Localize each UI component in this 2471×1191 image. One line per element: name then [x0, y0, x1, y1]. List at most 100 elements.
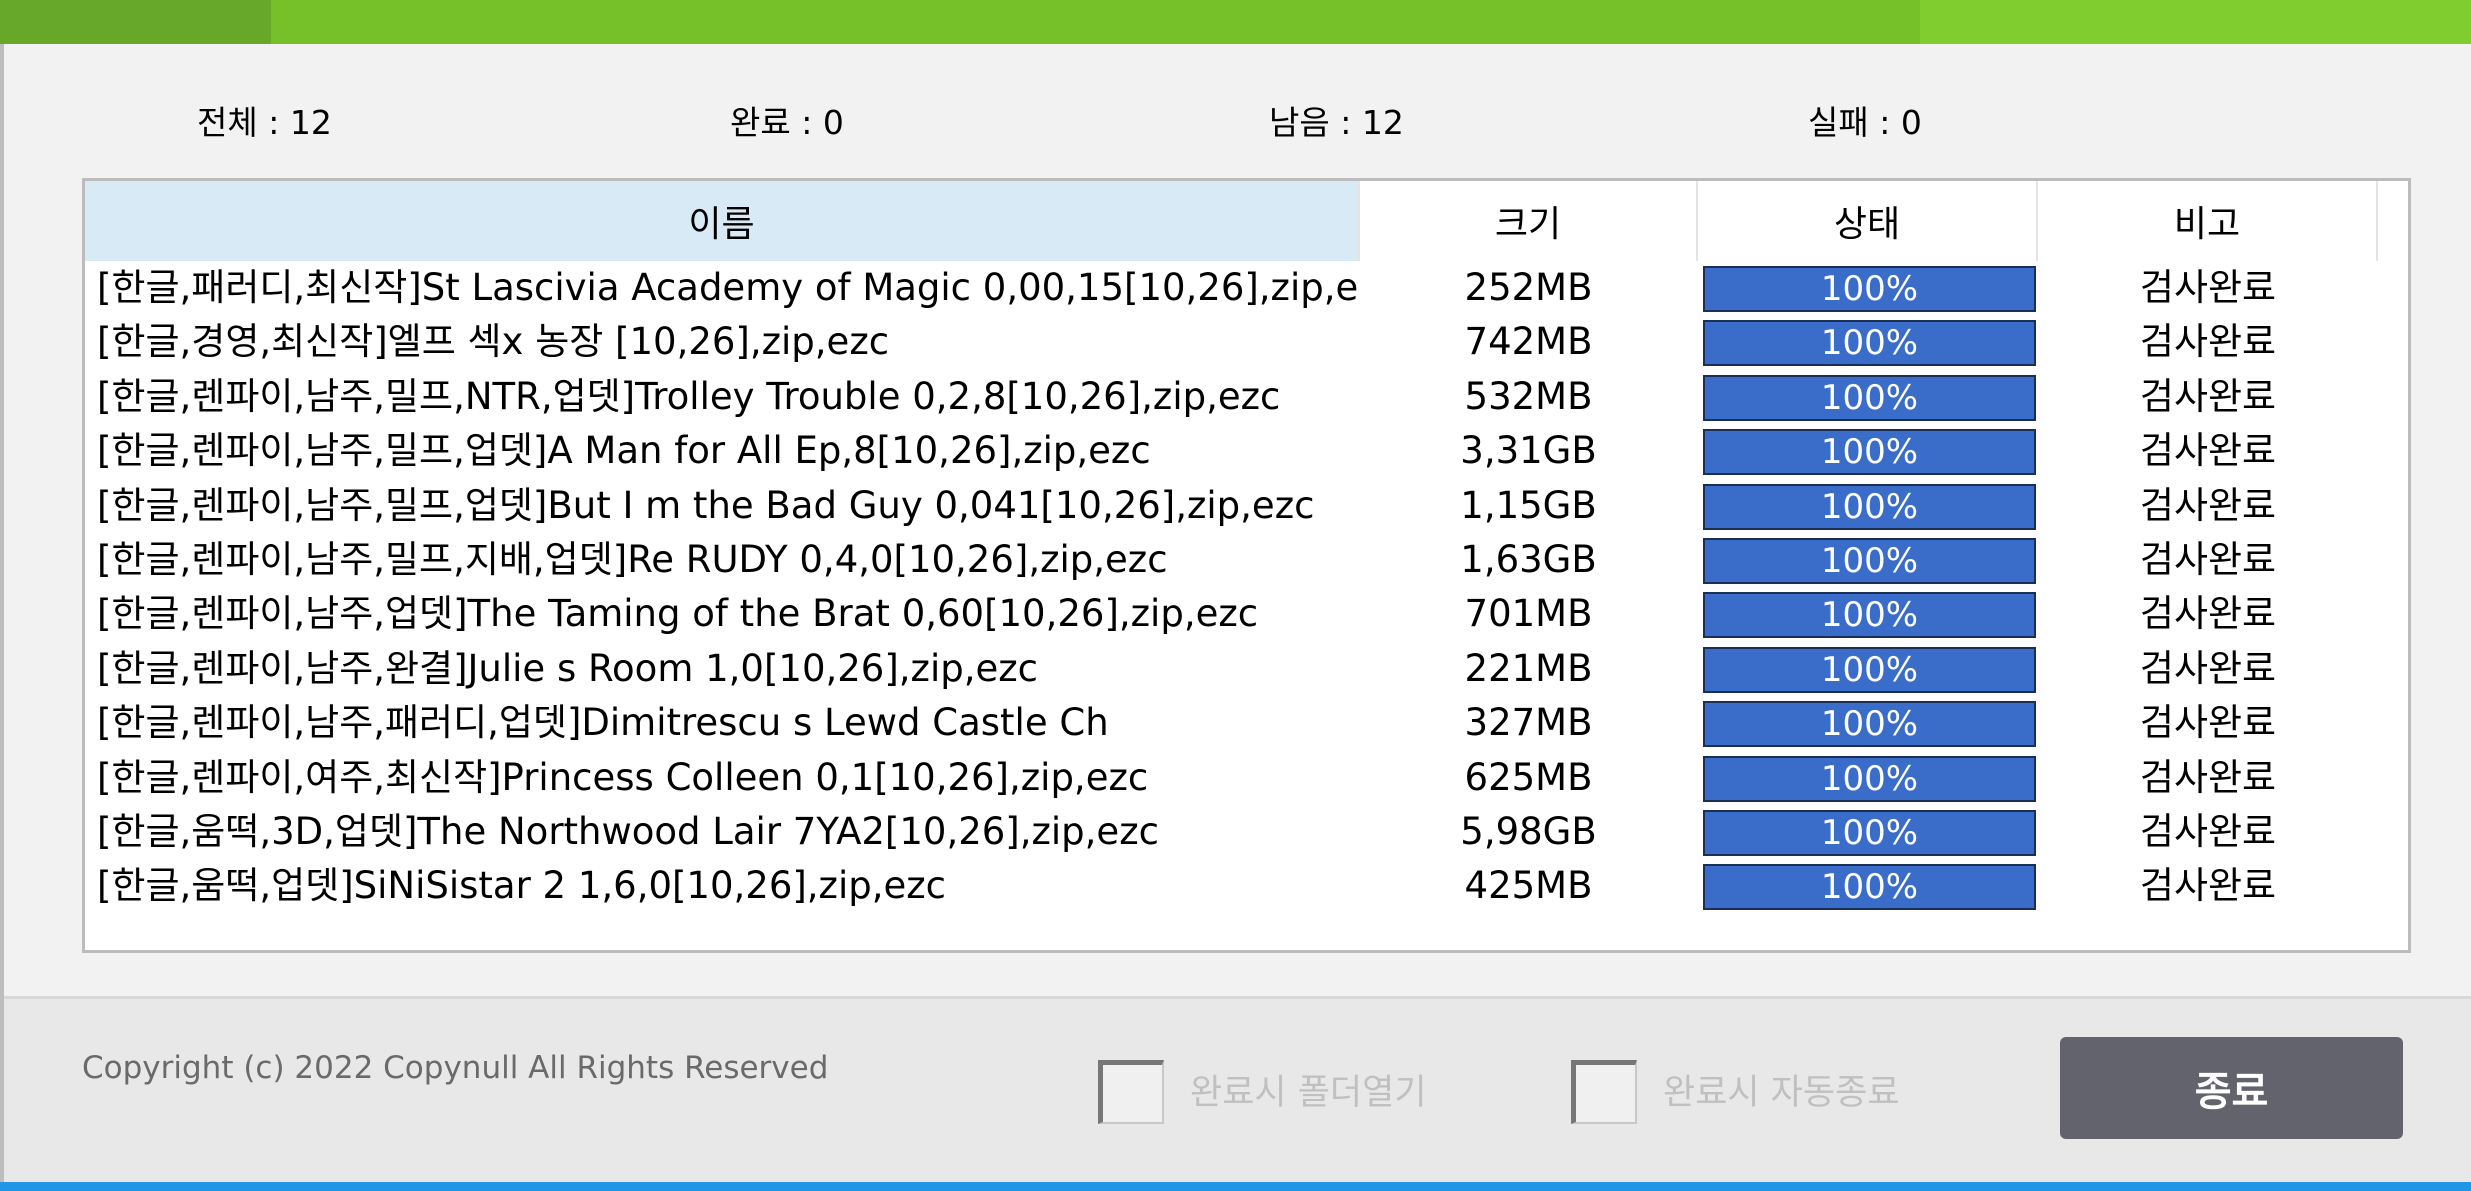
- table-row[interactable]: [한글,패러디,최신작]St Lascivia Academy of Magic…: [85, 261, 2408, 315]
- progress-fill: [1705, 485, 2034, 528]
- progress-bar: 100%: [1703, 755, 2036, 802]
- auto-exit-checkbox[interactable]: [1571, 1060, 1637, 1124]
- progress-bar: 100%: [1703, 374, 2036, 421]
- table-row[interactable]: [한글,움떡,업뎃]SiNiSistar 2 1,6,0[10,26],zip,…: [85, 859, 2408, 913]
- progress-label: 100%: [1820, 377, 1919, 418]
- file-note: 검사완료: [2139, 810, 2277, 853]
- progress-label: 100%: [1820, 867, 1919, 908]
- file-name: [한글,패러디,최신작]St Lascivia Academy of Magic…: [97, 266, 1359, 309]
- file-size: 1,15GB: [1460, 483, 1597, 527]
- progress-label: 100%: [1820, 541, 1919, 581]
- table-row[interactable]: [한글,렌파이,남주,밀프,업뎃]But I m the Bad Guy 0,0…: [85, 479, 2408, 533]
- progress-fill: [1705, 703, 2034, 746]
- stat-failed: 실패 : 0: [1808, 103, 1922, 142]
- file-size: 742MB: [1464, 320, 1593, 364]
- file-size: 425MB: [1464, 864, 1593, 908]
- progress-label: 100%: [1820, 486, 1919, 527]
- table-row[interactable]: [한글,렌파이,남주,업뎃]The Taming of the Brat 0,6…: [85, 587, 2408, 641]
- file-note: 검사완료: [2139, 646, 2277, 690]
- table-row[interactable]: [한글,경영,최신작]엘프 섹x 농장 [10,26],zip,ezc 742M…: [85, 315, 2408, 369]
- file-note: 검사완료: [2139, 320, 2277, 364]
- file-note: 검사완료: [2139, 592, 2277, 636]
- file-size: 625MB: [1464, 755, 1593, 799]
- file-size: 3,31GB: [1460, 429, 1597, 473]
- header-segment: [1920, 0, 2471, 44]
- file-note: 검사완료: [2139, 374, 2277, 418]
- progress-bar: 100%: [1703, 810, 2036, 856]
- progress-bar: 100%: [1703, 538, 2036, 584]
- progress-fill: [1705, 866, 2034, 909]
- table-row[interactable]: [한글,렌파이,남주,밀프,지배,업뎃]Re RUDY 0,4,0[10,26]…: [85, 533, 2408, 587]
- progress-label: 100%: [1820, 323, 1919, 364]
- open-folder-label[interactable]: 완료시 폴더열기: [1190, 1073, 1427, 1113]
- file-note: 검사완료: [2139, 266, 2277, 309]
- auto-exit-label[interactable]: 완료시 자동종료: [1663, 1073, 1900, 1113]
- table-row[interactable]: [한글,렌파이,남주,완결]Julie s Room 1,0[10,26],zi…: [85, 642, 2408, 696]
- progress-bar: 100%: [1703, 646, 2036, 693]
- progress-bar: 100%: [1703, 320, 2036, 367]
- progress-label: 100%: [1820, 432, 1919, 473]
- progress-label: 100%: [1820, 704, 1919, 745]
- file-note: 검사완료: [2139, 701, 2277, 745]
- progress-label: 100%: [1820, 649, 1919, 690]
- file-name: [한글,렌파이,남주,밀프,NTR,업뎃]Trolley Trouble 0,2…: [97, 374, 1281, 418]
- progress-bar: 100%: [1703, 429, 2036, 476]
- progress-header-bar: [0, 0, 2471, 44]
- file-name: [한글,렌파이,남주,밀프,업뎃]But I m the Bad Guy 0,0…: [97, 483, 1315, 527]
- column-header-note[interactable]: 비고: [2038, 181, 2378, 261]
- progress-fill: [1705, 812, 2034, 854]
- stat-remaining: 남음 : 12: [1269, 103, 1404, 142]
- stat-done: 완료 : 0: [730, 103, 844, 142]
- progress-bar: 100%: [1703, 483, 2036, 530]
- table-row[interactable]: [한글,렌파이,남주,밀프,업뎃]A Man for All Ep,8[10,2…: [85, 424, 2408, 478]
- file-note: 검사완료: [2139, 864, 2277, 908]
- file-name: [한글,움떡,3D,업뎃]The Northwood Lair 7YA2[10,…: [97, 810, 1159, 853]
- progress-label: 100%: [1820, 595, 1919, 636]
- table-row[interactable]: [한글,렌파이,남주,밀프,NTR,업뎃]Trolley Trouble 0,2…: [85, 370, 2408, 424]
- progress-fill: [1705, 322, 2034, 365]
- file-name: [한글,렌파이,남주,완결]Julie s Room 1,0[10,26],zi…: [97, 646, 1038, 690]
- column-header-name[interactable]: 이름: [85, 181, 1360, 261]
- window-bottom-border: [0, 1182, 2471, 1191]
- file-size: 252MB: [1464, 266, 1593, 309]
- file-list[interactable]: 이름 크기 상태 비고 [한글,패러디,최신작]St Lascivia Acad…: [82, 178, 2411, 953]
- file-name: [한글,움떡,업뎃]SiNiSistar 2 1,6,0[10,26],zip,…: [97, 864, 947, 908]
- stat-total: 전체 : 12: [197, 103, 332, 142]
- file-note: 검사완료: [2139, 755, 2277, 799]
- progress-fill: [1705, 757, 2034, 800]
- file-note: 검사완료: [2139, 483, 2277, 527]
- progress-label: 100%: [1820, 758, 1919, 799]
- file-name: [한글,렌파이,남주,패러디,업뎃]Dimitrescu s Lewd Cast…: [97, 701, 1109, 745]
- file-note: 검사완료: [2139, 538, 2277, 581]
- exit-button[interactable]: 종료: [2060, 1037, 2403, 1139]
- progress-bar: 100%: [1703, 266, 2036, 312]
- progress-fill: [1705, 376, 2034, 419]
- table-row[interactable]: [한글,렌파이,여주,최신작]Princess Colleen 0,1[10,2…: [85, 751, 2408, 805]
- file-size: 327MB: [1464, 701, 1593, 745]
- open-folder-checkbox[interactable]: [1098, 1060, 1164, 1124]
- file-size: 221MB: [1464, 646, 1593, 690]
- progress-bar: 100%: [1703, 864, 2036, 911]
- file-name: [한글,렌파이,남주,밀프,지배,업뎃]Re RUDY 0,4,0[10,26]…: [97, 538, 1168, 581]
- file-size: 5,98GB: [1460, 810, 1597, 853]
- window-border: [0, 44, 4, 1184]
- column-header-size[interactable]: 크기: [1360, 181, 1698, 261]
- file-name: [한글,렌파이,여주,최신작]Princess Colleen 0,1[10,2…: [97, 755, 1149, 799]
- table-row[interactable]: [한글,움떡,3D,업뎃]The Northwood Lair 7YA2[10,…: [85, 805, 2408, 859]
- progress-label: 100%: [1820, 813, 1919, 853]
- copyright-text: Copyright (c) 2022 Copynull All Rights R…: [82, 1050, 829, 1086]
- progress-fill: [1705, 540, 2034, 582]
- file-size: 1,63GB: [1460, 538, 1597, 581]
- progress-fill: [1705, 648, 2034, 691]
- file-size: 532MB: [1464, 374, 1593, 418]
- progress-bar: 100%: [1703, 701, 2036, 748]
- column-header-status[interactable]: 상태: [1698, 181, 2038, 261]
- header-segment: [0, 0, 271, 44]
- footer-panel: [4, 996, 2471, 1182]
- progress-fill: [1705, 594, 2034, 637]
- table-row[interactable]: [한글,렌파이,남주,패러디,업뎃]Dimitrescu s Lewd Cast…: [85, 696, 2408, 750]
- file-name: [한글,렌파이,남주,업뎃]The Taming of the Brat 0,6…: [97, 592, 1259, 636]
- progress-fill: [1705, 431, 2034, 474]
- progress-label: 100%: [1820, 269, 1919, 309]
- progress-fill: [1705, 268, 2034, 310]
